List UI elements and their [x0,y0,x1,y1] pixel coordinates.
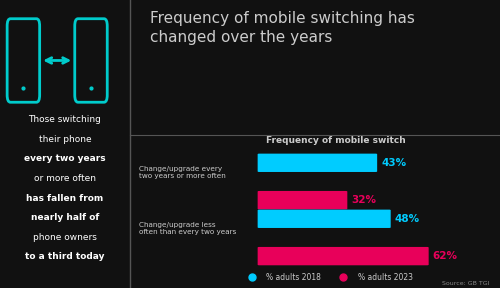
Text: Those switching: Those switching [28,115,102,124]
Text: Frequency of mobile switching has
changed over the years: Frequency of mobile switching has change… [150,11,414,45]
Text: 48%: 48% [394,214,420,224]
Text: % adults 2023: % adults 2023 [358,273,412,282]
Text: phone owners: phone owners [33,233,97,242]
Text: to a third today: to a third today [25,252,105,261]
FancyBboxPatch shape [258,191,348,209]
FancyBboxPatch shape [258,247,428,265]
Text: Change/upgrade every
two years or more often: Change/upgrade every two years or more o… [138,166,226,179]
Text: Change/upgrade less
often than every two years: Change/upgrade less often than every two… [138,222,236,235]
Text: has fallen from: has fallen from [26,194,104,202]
Text: 43%: 43% [381,158,406,168]
FancyBboxPatch shape [258,210,390,228]
Text: Source: GB TGI: Source: GB TGI [442,281,489,287]
FancyBboxPatch shape [258,154,377,172]
Text: Frequency of mobile switch: Frequency of mobile switch [266,136,406,145]
Text: 32%: 32% [352,195,376,205]
Text: or more often: or more often [34,174,96,183]
Text: every two years: every two years [24,154,106,163]
Text: their phone: their phone [38,135,92,144]
Text: nearly half of: nearly half of [31,213,99,222]
Text: % adults 2018: % adults 2018 [266,273,322,282]
Text: 62%: 62% [432,251,458,261]
